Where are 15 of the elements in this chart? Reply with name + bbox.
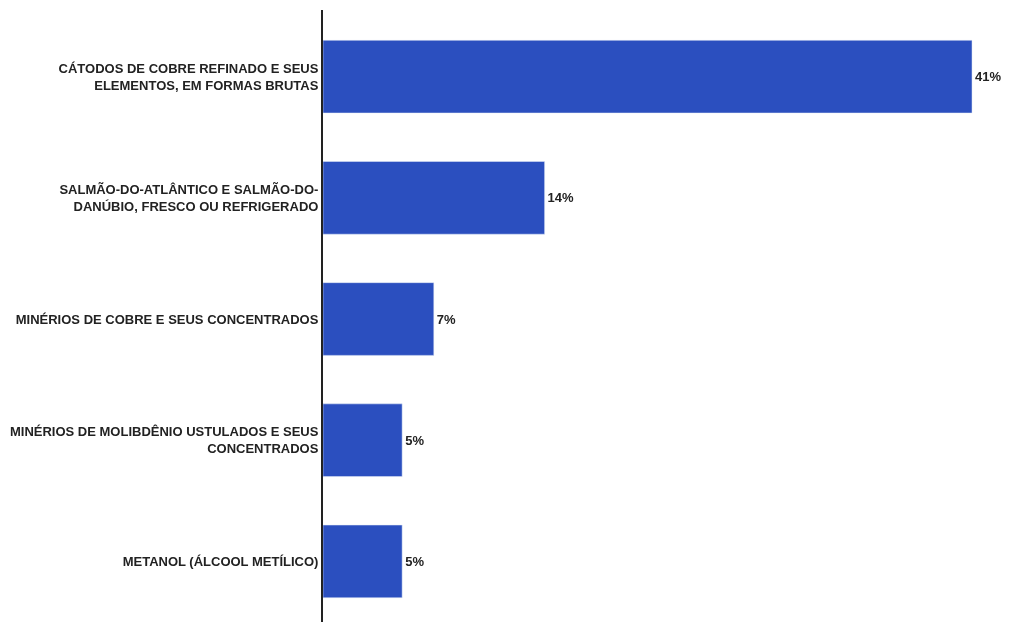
bar xyxy=(323,40,973,114)
data-label: 5% xyxy=(405,432,425,448)
bar xyxy=(323,524,403,599)
data-label: 14% xyxy=(547,190,575,206)
y-tick-label: SALMÃO-DO-ATLÂNTICO E SALMÃO-DO- DANÚBIO, FRESCO OU REFRIGERADO xyxy=(59,181,319,214)
y-tick-label: METANOL (ÁLCOOL METÍLICO) xyxy=(122,553,319,569)
bar xyxy=(323,282,435,356)
data-label: 5% xyxy=(405,553,425,569)
data-label: 7% xyxy=(436,311,457,327)
bar xyxy=(323,161,545,235)
y-tick-label: CÁTODOS DE COBRE REFINADO E SEUS ELEMENTOS, EM FORMAS BRUTAS xyxy=(58,60,319,93)
y-tick-label: MINÉRIOS DE MOLIBDÊNIO USTULADOS E SEUS CONCENTRADOS xyxy=(9,424,319,457)
y-tick-label: MINÉRIOS DE COBRE E SEUS CONCENTRADOS xyxy=(15,311,319,327)
bar xyxy=(323,403,403,477)
data-label: 41% xyxy=(975,69,1002,85)
